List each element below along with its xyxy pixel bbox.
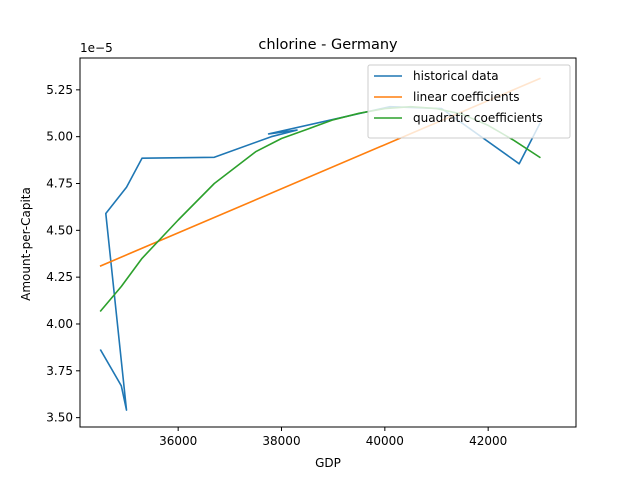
chart-title: chlorine - Germany: [258, 37, 398, 53]
legend-box: [367, 64, 571, 139]
y-axis-label: Amount-per-Capita: [19, 187, 33, 301]
x-tick-label: 40000: [366, 434, 404, 448]
y-tick-label: 4.75: [46, 176, 73, 190]
y-tick-label: 4.25: [46, 270, 73, 284]
y-tick-label: 4.50: [46, 223, 73, 237]
y-tick-label: 5.00: [46, 130, 73, 144]
y-offset-label: 1e−5: [80, 41, 113, 55]
y-tick-label: 5.25: [46, 83, 73, 97]
legend-items: historical data linear coefficients quadra…: [374, 69, 543, 125]
x-tick-label: 36000: [159, 434, 197, 448]
x-axis-label: GDP: [315, 456, 341, 470]
y-tick-label: 3.50: [46, 411, 73, 425]
plot-frame: [79, 57, 577, 428]
y-tick-label: 4.00: [46, 317, 73, 331]
y-axis-ticks: 3.50 3.75 4.00 4.25 4.50 4.75 5.00 5.25: [46, 83, 80, 425]
y-tick-label: 3.75: [46, 364, 73, 378]
legend-label: linear coefficients: [413, 90, 520, 104]
x-tick-label: 42000: [469, 434, 507, 448]
legend-label: quadratic coefficients: [413, 111, 543, 125]
legend-label: historical data: [413, 69, 499, 83]
x-tick-label: 38000: [262, 434, 300, 448]
legend: historical data linear coefficients quadra…: [367, 64, 571, 139]
x-axis-ticks: 36000 38000 40000 42000: [159, 427, 507, 448]
